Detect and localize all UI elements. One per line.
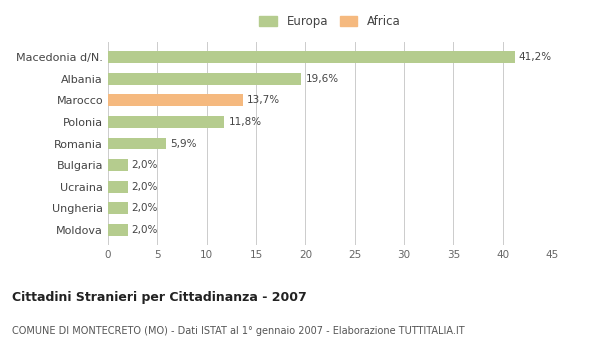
Bar [108, 159, 128, 171]
Bar [108, 94, 243, 106]
Text: 13,7%: 13,7% [247, 95, 280, 105]
Text: 11,8%: 11,8% [229, 117, 262, 127]
Legend: Europa, Africa: Europa, Africa [256, 11, 404, 32]
Text: 5,9%: 5,9% [170, 139, 197, 148]
Text: 2,0%: 2,0% [131, 203, 158, 213]
Bar [108, 138, 166, 149]
Text: COMUNE DI MONTECRETO (MO) - Dati ISTAT al 1° gennaio 2007 - Elaborazione TUTTITA: COMUNE DI MONTECRETO (MO) - Dati ISTAT a… [12, 326, 464, 336]
Text: 2,0%: 2,0% [131, 160, 158, 170]
Bar [108, 73, 301, 85]
Bar [108, 224, 128, 236]
Bar [108, 51, 515, 63]
Text: 2,0%: 2,0% [131, 182, 158, 192]
Text: 2,0%: 2,0% [131, 225, 158, 235]
Bar [108, 116, 224, 128]
Bar [108, 181, 128, 192]
Bar [108, 202, 128, 214]
Text: Cittadini Stranieri per Cittadinanza - 2007: Cittadini Stranieri per Cittadinanza - 2… [12, 290, 307, 303]
Text: 19,6%: 19,6% [305, 74, 338, 84]
Text: 41,2%: 41,2% [518, 52, 551, 62]
